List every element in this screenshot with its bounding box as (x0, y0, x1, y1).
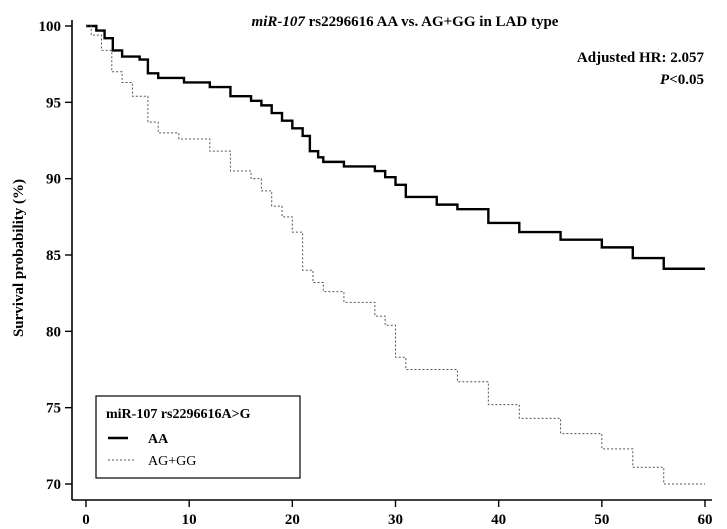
y-tick-label: 70 (46, 477, 61, 493)
hazard-ratio-annotation: Adjusted HR: 2.057 (577, 50, 705, 66)
y-tick-label: 85 (46, 248, 61, 264)
series-line-aa (86, 24, 705, 270)
y-axis-label: Survival probability (%) (11, 179, 27, 337)
chart-title-rest: rs2296616 AA vs. AG+GG in LAD type (305, 14, 559, 30)
chart-title: miR-107 rs2296616 AA vs. AG+GG in LAD ty… (252, 14, 559, 30)
legend-aa-label: AA (148, 432, 169, 447)
x-tick-label: 10 (182, 512, 197, 528)
y-tick-label: 95 (46, 95, 61, 111)
y-tick-label: 90 (46, 172, 61, 188)
legend: miR-107 rs2296616A>G AA AG+GG (95, 395, 301, 479)
x-tick-label: 40 (491, 512, 506, 528)
x-tick-label: 30 (388, 512, 403, 528)
p-value-annotation: P<0.05 (660, 72, 704, 88)
y-tick-label: 75 (46, 401, 61, 417)
p-value-rest: <0.05 (669, 72, 704, 88)
chart-title-italic: miR-107 (252, 14, 306, 30)
series-layer (86, 24, 705, 485)
x-tick-label: 20 (285, 512, 300, 528)
legend-aggg-label: AG+GG (148, 454, 196, 469)
legend-title: miR-107 rs2296616A>G (106, 407, 251, 422)
p-value-italic: P (660, 72, 670, 88)
legend-box (95, 395, 301, 479)
y-tick-label: 100 (39, 19, 62, 35)
ticks-layer: 0 10 20 30 40 50 60 70 75 80 85 90 95 100 (39, 19, 713, 528)
x-tick-label: 0 (82, 512, 90, 528)
x-tick-label: 60 (698, 512, 713, 528)
y-tick-label: 80 (46, 324, 61, 340)
series-line-ag-gg (86, 25, 705, 485)
x-tick-label: 50 (594, 512, 609, 528)
